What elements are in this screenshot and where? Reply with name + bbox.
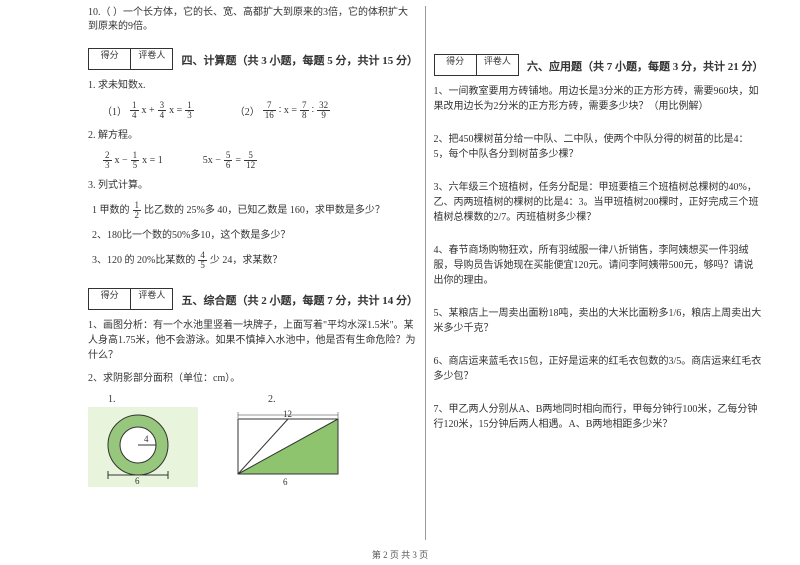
grader-label: 评卷人: [477, 55, 518, 75]
frac: 329: [317, 101, 330, 120]
label: （1）: [102, 103, 127, 118]
score-label: 得分: [89, 289, 131, 309]
section-6-header: 得分 评卷人 六、应用题（共 7 小题，每题 3 分，共计 21 分）: [434, 54, 763, 80]
sec6-q1: 1、一间教室要用方砖铺地。用边长是3分米的正方形方砖，需要960块，如果改用边长…: [434, 84, 763, 114]
section-4-title: 四、计算题（共 3 小题，每题 5 分，共计 15 分）: [181, 52, 416, 68]
figure-1: 1. 4 6: [88, 394, 198, 487]
eq-1-1: （1） 14 x + 34 x = 13: [102, 101, 195, 120]
sec4-p1-eqs: （1） 14 x + 34 x = 13 （2） 716 ∶ x = 78 ∶ …: [102, 101, 417, 120]
inner-label: 4: [144, 434, 149, 444]
sec5-p1: 1、画图分析：有一个水池里竖着一块牌子，上面写着"平均水深1.5米"。某人身高1…: [88, 318, 417, 363]
frac: 512: [244, 151, 257, 170]
sec4-p2-eqs: 23 x − 15 x = 1 5x − 56 = 512: [102, 151, 417, 170]
sec4-p3-2: 2、180比一个数的50%多10，这个数是多少？: [92, 228, 417, 243]
sec4-p3: 3. 列式计算。: [88, 178, 417, 193]
eq-2-1: 23 x − 15 x = 1: [102, 151, 163, 170]
sec6-q6: 6、商店运来蓝毛衣15包，正好是运来的红毛衣包数的3/5。商店运来红毛衣多少包？: [434, 354, 763, 384]
frac: 34: [158, 101, 167, 120]
question-10: 10.（ ）一个长方体，它的长、宽、高都扩大到原来的3倍，它的体积扩大到原来的9…: [88, 6, 417, 34]
page-footer: 第 2 页 共 3 页: [0, 548, 800, 561]
sec4-p3-3: 3、120 的 20%比某数的 45 少 24，求某数？: [92, 251, 282, 270]
text: 少 24，求某数？: [210, 253, 283, 268]
outer-label: 6: [135, 476, 140, 486]
frac: 56: [224, 151, 233, 170]
fig1-label: 1.: [108, 394, 198, 405]
frac: 23: [103, 151, 112, 170]
figure-2: 2. 12 6: [228, 394, 348, 487]
sec4-p2: 2. 解方程。: [88, 128, 417, 143]
sec6-q5: 5、某粮店上一周卖出面粉18吨，卖出的大米比面粉多1/6，粮店上周卖出大米多少千…: [434, 306, 763, 336]
frac: 78: [300, 101, 309, 120]
score-box: 得分 评卷人: [88, 48, 173, 70]
score-box: 得分 评卷人: [88, 288, 173, 310]
sec4-p3-1: 1 甲数的 12 比乙数的 25%多 40，已知乙数是 160，求甲数是多少？: [92, 201, 385, 220]
frac: 14: [130, 101, 139, 120]
score-label: 得分: [435, 55, 477, 75]
text: 3、120 的 20%比某数的: [92, 253, 195, 268]
grader-label: 评卷人: [131, 289, 172, 309]
frac: 13: [185, 101, 194, 120]
sec4-p1: 1. 求未知数x.: [88, 78, 417, 93]
figure-row: 1. 4 6 2. 1: [88, 394, 417, 487]
grader-label: 评卷人: [131, 49, 172, 69]
frac: 12: [133, 201, 142, 220]
sec6-q7: 7、甲乙两人分别从A、B两地同时相向而行，甲每分钟行100米，乙每分钟行120米…: [434, 402, 763, 432]
fig2-label: 2.: [268, 394, 348, 405]
section-4-header: 得分 评卷人 四、计算题（共 3 小题，每题 5 分，共计 15 分）: [88, 48, 417, 74]
section-5-header: 得分 评卷人 五、综合题（共 2 小题，每题 7 分，共计 14 分）: [88, 288, 417, 314]
right-column: 得分 评卷人 六、应用题（共 7 小题，每题 3 分，共计 21 分） 1、一间…: [426, 6, 771, 540]
frac: 45: [198, 251, 207, 270]
score-box: 得分 评卷人: [434, 54, 519, 76]
frac: 15: [131, 151, 140, 170]
shaded-triangle: [238, 419, 338, 474]
eq-1-2: （2） 716 ∶ x = 78 ∶ 329: [235, 101, 331, 120]
sec6-q4: 4、春节商场购物狂欢，所有羽绒服一律八折销售，李阿姨想买一件羽绒服，导购员告诉她…: [434, 243, 763, 288]
frac: 716: [263, 101, 276, 120]
left-column: 10.（ ）一个长方体，它的长、宽、高都扩大到原来的3倍，它的体积扩大到原来的9…: [80, 6, 425, 540]
sec5-p2: 2、求阴影部分面积（单位：cm）。: [88, 371, 417, 386]
sec6-q3: 3、六年级三个班植树，任务分配是：甲班要植三个班植树总棵树的40%，乙、丙两班植…: [434, 180, 763, 225]
section-5-title: 五、综合题（共 2 小题，每题 7 分，共计 14 分）: [181, 292, 416, 308]
ring-figure: 4 6: [88, 407, 198, 487]
label: （2）: [235, 103, 260, 118]
sec6-q2: 2、把450棵树苗分给一中队、二中队，使两个中队分得的树苗的比是4：5，每个中队…: [434, 132, 763, 162]
triangle-figure: 12 6: [228, 407, 348, 487]
top-label: 12: [283, 409, 292, 419]
page-wrapper: 10.（ ）一个长方体，它的长、宽、高都扩大到原来的3倍，它的体积扩大到原来的9…: [0, 0, 800, 540]
section-6-title: 六、应用题（共 7 小题，每题 3 分，共计 21 分）: [527, 58, 762, 74]
score-label: 得分: [89, 49, 131, 69]
eq-2-2: 5x − 56 = 512: [203, 151, 258, 170]
bottom-label: 6: [283, 477, 288, 487]
spacer: [434, 6, 763, 54]
